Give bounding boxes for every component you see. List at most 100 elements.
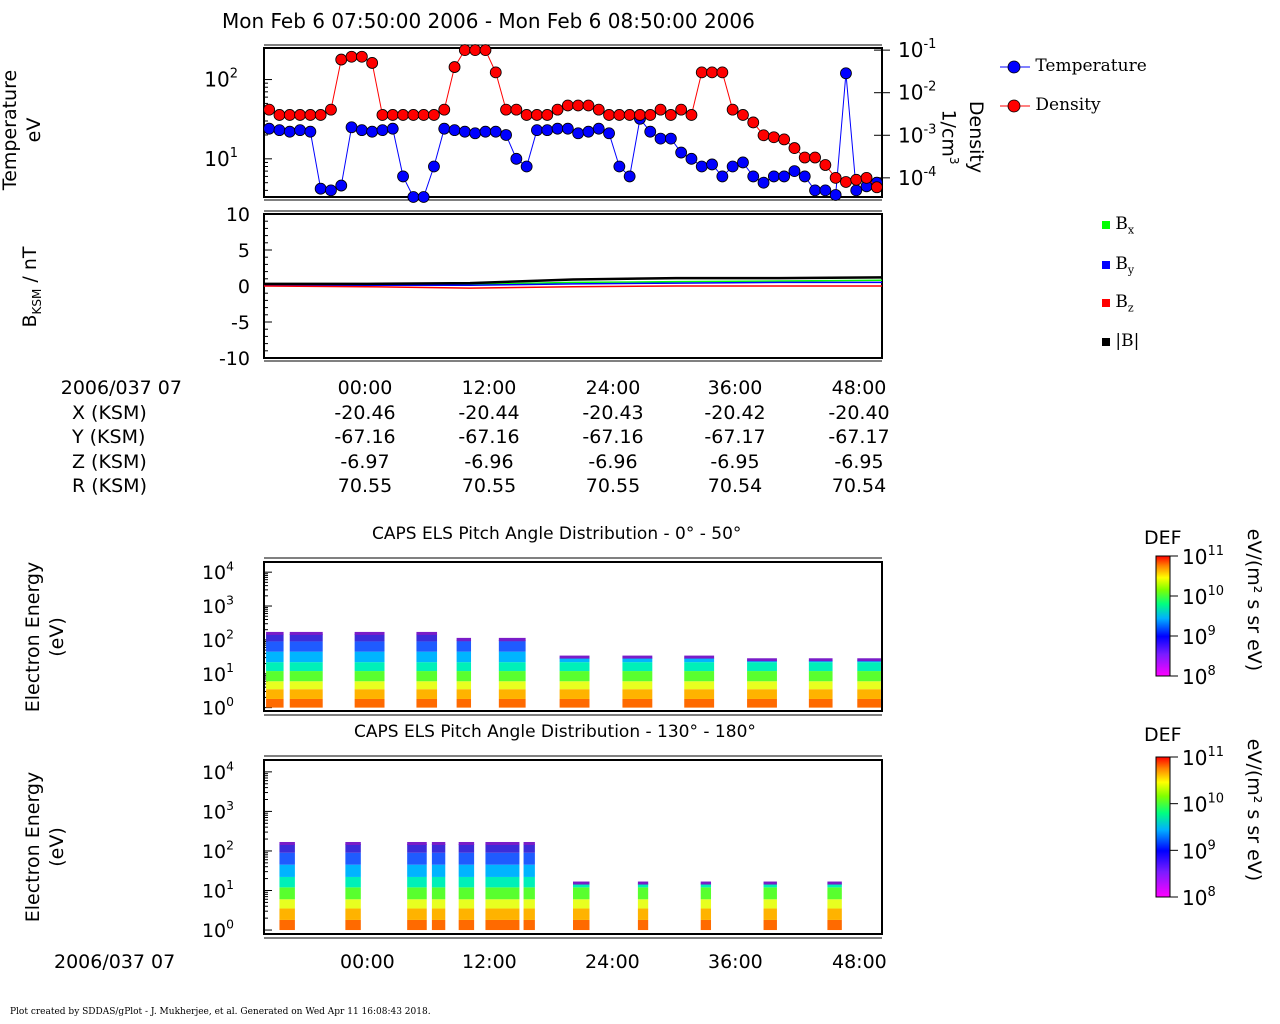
spectrogram-2-cell	[485, 908, 520, 920]
bfield-tick-label: 10	[226, 204, 250, 226]
temperature-point	[592, 122, 605, 135]
spectrogram-2-cell	[407, 843, 427, 853]
bottom-tick-4: 48:00	[832, 951, 887, 973]
spectrogram-1-cell	[289, 633, 323, 642]
temperature-point	[458, 125, 471, 138]
spectrogram-2-cell	[458, 843, 475, 853]
temperature-point	[623, 170, 636, 183]
spectrogram-1-cell	[622, 681, 653, 690]
spectrogram-2-cell	[637, 887, 649, 900]
spectrogram-1-cell	[456, 641, 472, 652]
legend-bx: Bx	[1102, 214, 1134, 236]
spectrogram-2-cell	[458, 852, 475, 865]
legend-bz: Bz	[1102, 292, 1134, 314]
spectrogram-2-cell	[827, 908, 842, 920]
spectrogram-1-cell	[354, 681, 385, 690]
energy-tick-label: 101	[202, 661, 234, 686]
colorbar-tick-label: 109	[1182, 838, 1216, 863]
spectrogram-2-cell	[485, 843, 520, 853]
spectrogram-1-cell	[289, 631, 323, 635]
spectrogram-2-cell	[573, 908, 590, 920]
density-point	[809, 151, 821, 164]
colorbar-1-units: eV/(m² s sr eV)	[1243, 528, 1265, 672]
bfield-line-magBmag	[264, 276, 883, 286]
spectrogram-1-cell	[747, 662, 777, 672]
spectrogram-1-cell	[354, 633, 385, 642]
density-point	[417, 109, 430, 121]
density-point	[438, 103, 451, 116]
legend-density: Density	[1000, 95, 1101, 116]
density-point	[325, 103, 337, 116]
spectrogram-1-cell	[622, 689, 653, 699]
spectrogram-2-cell	[279, 864, 295, 877]
spectrogram-2-cell	[345, 919, 361, 931]
temperature-point	[355, 124, 368, 137]
density-point	[345, 50, 358, 63]
spectrogram-2-cell	[345, 843, 361, 853]
bottom-tick-2: 24:00	[585, 951, 640, 973]
density-point	[520, 109, 533, 121]
spectrogram-2-cell	[345, 908, 361, 920]
spectrogram-1-cell	[808, 698, 833, 708]
spectrogram-1-cell	[808, 658, 833, 662]
spectrogram-2-cell	[700, 908, 712, 920]
spectrogram-2-cell	[700, 883, 712, 888]
temperature-point	[603, 127, 615, 140]
spectrogram-1-cell	[456, 681, 472, 690]
temperature-point	[850, 184, 863, 197]
density-point	[273, 109, 286, 121]
density-point	[294, 109, 306, 121]
temperature-point	[829, 189, 842, 201]
spectrogram-1-cell	[289, 689, 323, 699]
temperature-point	[469, 127, 482, 140]
spectrogram-2-cell	[827, 881, 842, 885]
density-tick-label: 10-2	[898, 80, 936, 105]
density-point	[428, 109, 440, 121]
spectrogram-2-cell	[431, 908, 446, 920]
density-point	[850, 173, 863, 186]
spectrogram-2-cell	[523, 899, 535, 909]
temperature-point	[314, 182, 327, 195]
temperature-point	[654, 132, 667, 145]
spectrogram-1-cell	[684, 662, 715, 672]
spectrogram-2-cell	[523, 843, 535, 853]
spectrogram-2-cell	[407, 852, 427, 865]
spectrogram-2-cell	[827, 883, 842, 888]
spectrogram-2-cell	[279, 841, 295, 845]
temperature-point	[788, 165, 801, 178]
bmag-legend-swatch	[1102, 338, 1110, 346]
colorbar-tick-label: 1010	[1182, 584, 1224, 609]
spectrogram-1-cell	[416, 633, 438, 642]
spectrogram-1-cell	[416, 681, 438, 690]
spectrogram-1-cell	[747, 698, 777, 708]
spectrogram-2-cell	[637, 919, 649, 931]
spectrogram-2-cell	[407, 908, 427, 920]
spectrogram-2-cell	[485, 919, 520, 931]
spectrogram-1-cell	[289, 641, 323, 652]
spectrogram-1-cell	[289, 651, 323, 663]
spectrogram-2-cell	[523, 887, 535, 900]
density-point	[870, 181, 883, 194]
spectrogram-1-cell	[266, 633, 284, 642]
bfield-tick-label: 0	[238, 276, 250, 298]
spectrogram-1-cell	[808, 671, 833, 682]
colorbar-tick-label: 1010	[1182, 792, 1224, 817]
temperature-point	[582, 125, 595, 138]
spectrogram-1-cell	[684, 657, 715, 663]
spectrogram-1-cell	[808, 689, 833, 699]
spectrogram-2-cell	[279, 843, 295, 853]
density-point	[706, 66, 718, 79]
colorbar-tick-label: 1011	[1182, 544, 1224, 569]
spectrogram-1-cell	[857, 681, 881, 690]
density-point	[263, 103, 276, 116]
spectrogram-1-cell	[559, 662, 590, 672]
spectrogram-1-cell	[498, 671, 526, 682]
density-point	[479, 44, 492, 57]
spectrogram-2-cell	[407, 919, 427, 931]
temp-tick-label: 101	[204, 146, 238, 171]
temperature-point	[428, 160, 440, 173]
spectrogram-2-cell	[431, 864, 446, 877]
spectrogram-1-cell	[266, 671, 284, 682]
spectrogram-1-cell	[456, 662, 472, 672]
density-point	[541, 109, 554, 121]
